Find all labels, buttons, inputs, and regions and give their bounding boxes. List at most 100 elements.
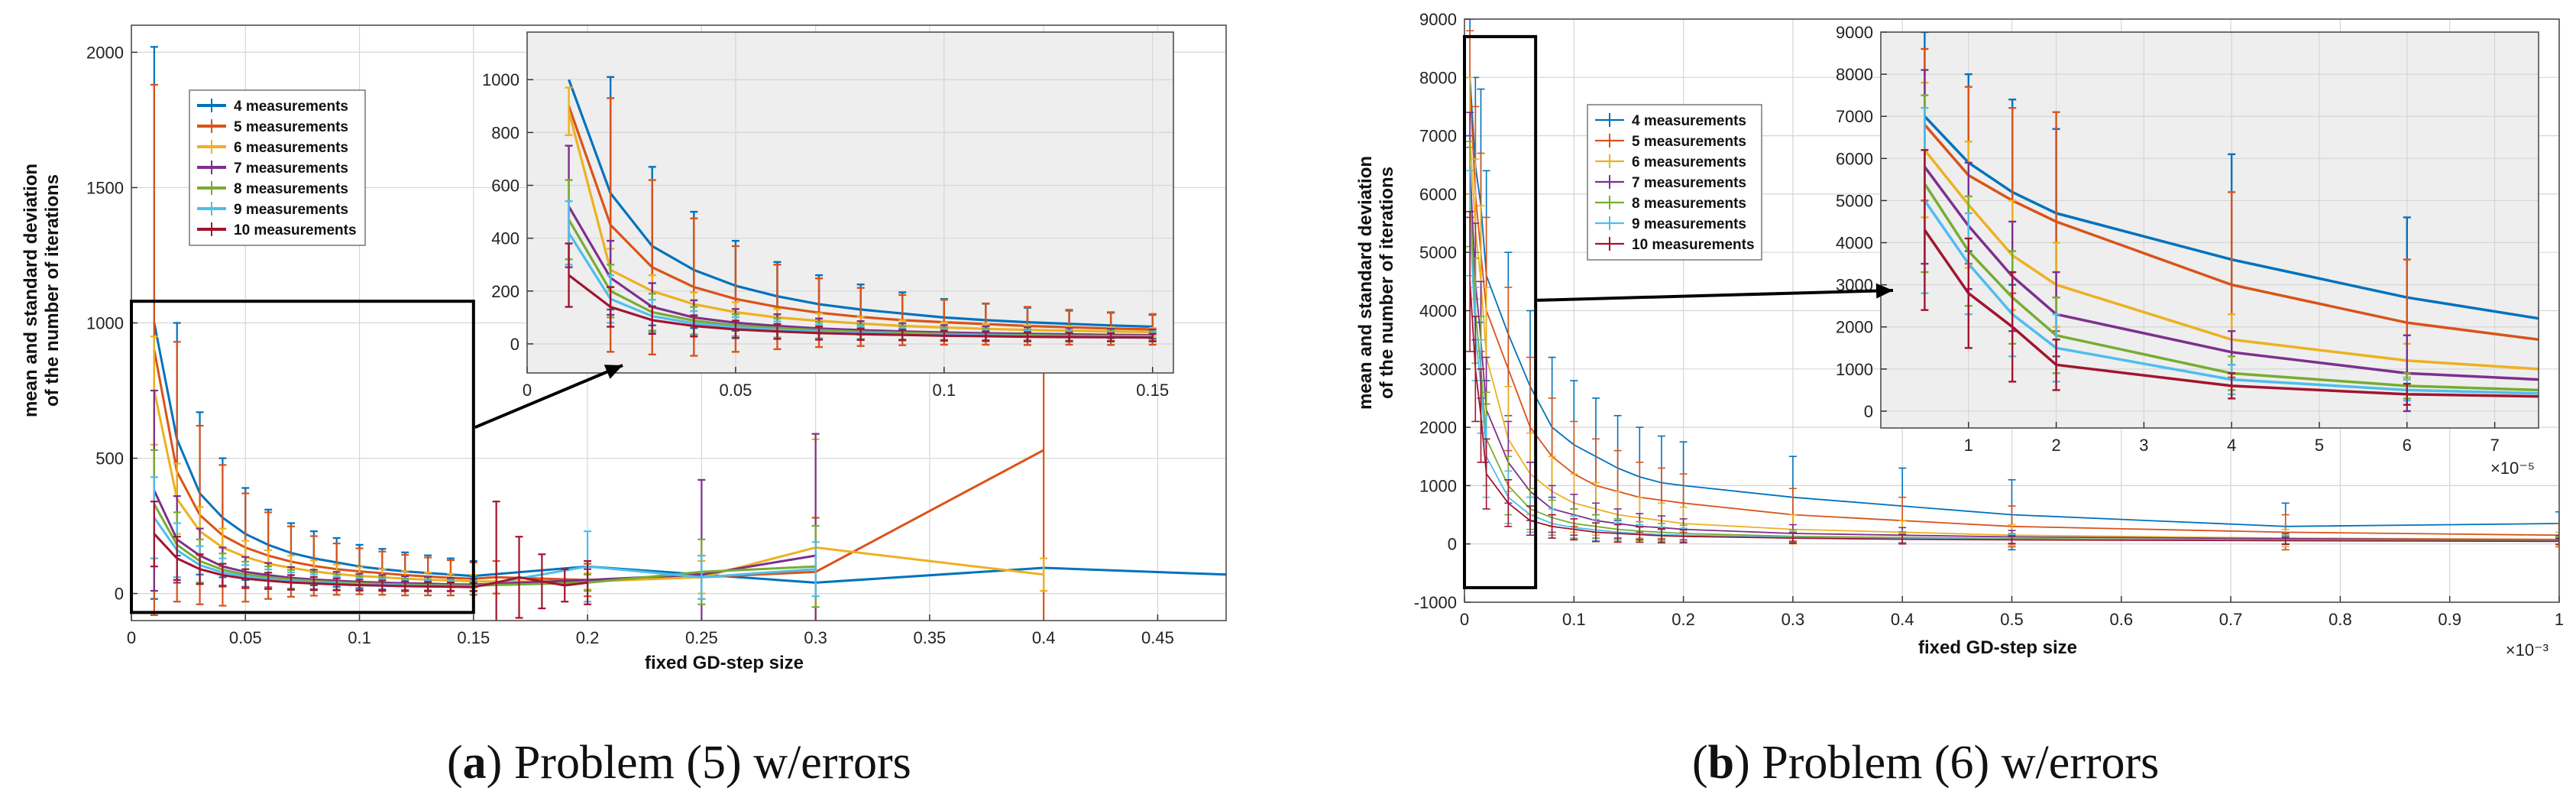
b-main-x-tick-label: 0.7 (2219, 610, 2243, 629)
b-main-x-tick-label: 0.2 (1671, 610, 1695, 629)
b-zoom-arrow (1537, 289, 1894, 302)
b-inset-y-tick-label: 7000 (1836, 107, 1873, 126)
caption-a-text: Problem (5) w/errors (502, 737, 911, 789)
a-inset-axes-frame (526, 31, 1174, 374)
b-main-x-tick-label: 0.1 (1562, 610, 1586, 629)
b-inset-x-tick-label: 2 (2051, 436, 2060, 455)
b-main-x-tick-label: 0 (1460, 610, 1469, 629)
b-main-y-tick-label: 8000 (1419, 68, 1457, 87)
a-main-x-tick-label: 0.2 (576, 628, 600, 647)
a-inset-y-tick-label: 800 (491, 123, 519, 142)
a-legend-entry: 6 measurements (234, 140, 348, 156)
a-main-x-tick-label: 0.15 (457, 628, 490, 647)
a-main-x-tick-label: 0.3 (804, 628, 827, 647)
b-ylabel-line2: of the number of iterations (1377, 167, 1397, 399)
b-inset-series-group (1921, 32, 2539, 413)
b-main-y-tick-label: 9000 (1419, 10, 1457, 29)
b-legend-entry: 8 measurements (1632, 196, 1746, 212)
b-inset-x-tick-label: 7 (2490, 436, 2499, 455)
a-zoom-arrow (474, 364, 623, 430)
caption-b-label: b (1708, 737, 1734, 789)
b-main-series-6-line (1469, 135, 2559, 540)
b-inset-y-tick-label: 4000 (1836, 234, 1873, 253)
b-main-y-tick-label: 2000 (1419, 418, 1457, 437)
b-main-x-tick-label: 1 (2555, 610, 2564, 629)
a-main-x-tick-label: 0 (127, 628, 136, 647)
caption-a-label: a (463, 737, 487, 789)
b-inset-x-tick-label: 5 (2315, 436, 2324, 455)
a-main-x-tick-label: 0.4 (1032, 628, 1056, 647)
b-main-x-tick-label: 0.4 (1891, 610, 1914, 629)
b-main-x-tick-label: 0.6 (2110, 610, 2134, 629)
b-inset-x-tick-label: 3 (2139, 436, 2148, 455)
a-legend-entry: 9 measurements (234, 202, 348, 218)
subplot-a: 0 0.05 0.1 0.15 0.2 0.25 0.3 0.35 0.4 0.45 0 500 100… (86, 24, 1227, 647)
a-legend-entry: 4 measurements (234, 99, 348, 115)
b-main-y-tick-label: -1000 (1414, 593, 1457, 612)
a-main-x-tick-label: 0.25 (685, 628, 718, 647)
a-inset-y-tick-label: 400 (491, 229, 519, 248)
b-main-y-tick-label: 1000 (1419, 476, 1457, 495)
b-main-series-group (1466, 19, 2559, 551)
b-zoom-box (1463, 34, 1538, 589)
a-ylabel-line1: mean and standard deviation (21, 164, 41, 417)
a-inset-x-tick-label: 0.15 (1136, 381, 1169, 400)
b-ylabel-line1: mean and standard deviation (1355, 156, 1376, 410)
caption-a: (a) Problem (5) w/errors (447, 737, 911, 789)
a-inset-x-tick-label: 0.05 (719, 381, 752, 400)
b-main-y-tick-label: 6000 (1419, 185, 1457, 204)
b-legend-entry: 9 measurements (1632, 216, 1746, 232)
b-legend-entry: 10 measurements (1632, 237, 1755, 253)
a-main-y-tick-label: 1000 (86, 314, 124, 333)
b-inset-y-tick-label: 9000 (1836, 23, 1873, 42)
b-inset-y-tick-label: 8000 (1836, 65, 1873, 84)
b-legend-entry: 7 measurements (1632, 175, 1746, 191)
a-inset-x-tick-label: 0.1 (933, 381, 956, 400)
a-inset-y-tick-label: 1000 (482, 70, 519, 89)
a-inset-y-tick-label: 600 (491, 177, 519, 196)
a-main-x-tick-label: 0.35 (913, 628, 946, 647)
b-inset-y-tick-label: 5000 (1836, 191, 1873, 210)
b-main-x-tick-label: 0.3 (1782, 610, 1805, 629)
a-main-y-tick-label: 1500 (86, 178, 124, 197)
b-inset-y-tick-label: 2000 (1836, 318, 1873, 337)
b-inset-axes-frame (1880, 31, 2539, 429)
b-inset-y-tick-label: 0 (1864, 402, 1873, 421)
a-zoom-arrowhead (604, 365, 623, 379)
b-inset-x-tick-label: 6 (2403, 436, 2412, 455)
a-inset-series-group (565, 76, 1157, 357)
a-main-y-tick-label: 2000 (86, 43, 124, 62)
a-main-series-10-line (153, 533, 588, 588)
b-inset-x-exponent: ×10⁻⁵ (2490, 459, 2535, 478)
caption-b: (b) Problem (6) w/errors (1692, 737, 2159, 789)
b-x-exponent: ×10⁻³ (2506, 640, 2548, 660)
a-zoom-box (130, 300, 475, 614)
b-xlabel: fixed GD-step size (1918, 637, 2077, 658)
b-main-y-tick-label: 0 (1448, 535, 1457, 554)
b-main-y-tick-label: 7000 (1419, 127, 1457, 146)
a-legend-entry: 8 measurements (234, 181, 348, 197)
a-main-y-tick-label: 0 (115, 585, 124, 604)
b-main-x-tick-label: 0.5 (2000, 610, 2024, 629)
b-main-series-4-line (1469, 77, 2559, 527)
b-inset-x-tick-label: 4 (2227, 436, 2236, 455)
a-legend-entry: 10 measurements (234, 222, 357, 238)
b-legend-entry: 4 measurements (1632, 113, 1746, 129)
a-legend-entry: 5 measurements (234, 119, 348, 135)
b-main-series-8-line (1469, 193, 2559, 541)
b-inset-y-tick-label: 6000 (1836, 149, 1873, 168)
a-inset-y-tick-label: 200 (491, 282, 519, 301)
b-main-y-tick-label: 3000 (1419, 360, 1457, 379)
b-zoom-arrowhead (1875, 283, 1893, 299)
b-main-y-tick-label: 5000 (1419, 243, 1457, 262)
b-main-x-tick-label: 0.8 (2328, 610, 2352, 629)
b-inset-y-tick-label: 1000 (1836, 360, 1873, 379)
b-main-series-7-line (1469, 164, 2559, 541)
b-main-series-5-line (1469, 89, 2559, 537)
a-main-x-tick-label: 0.05 (229, 628, 262, 647)
a-ylabel-line2: of the number of iterations (42, 174, 63, 407)
b-legend-entry: 5 measurements (1632, 134, 1746, 150)
a-main-series-8-line (153, 503, 816, 587)
a-legend-entry: 7 measurements (234, 160, 348, 177)
a-inset-y-tick-label: 0 (510, 335, 519, 354)
